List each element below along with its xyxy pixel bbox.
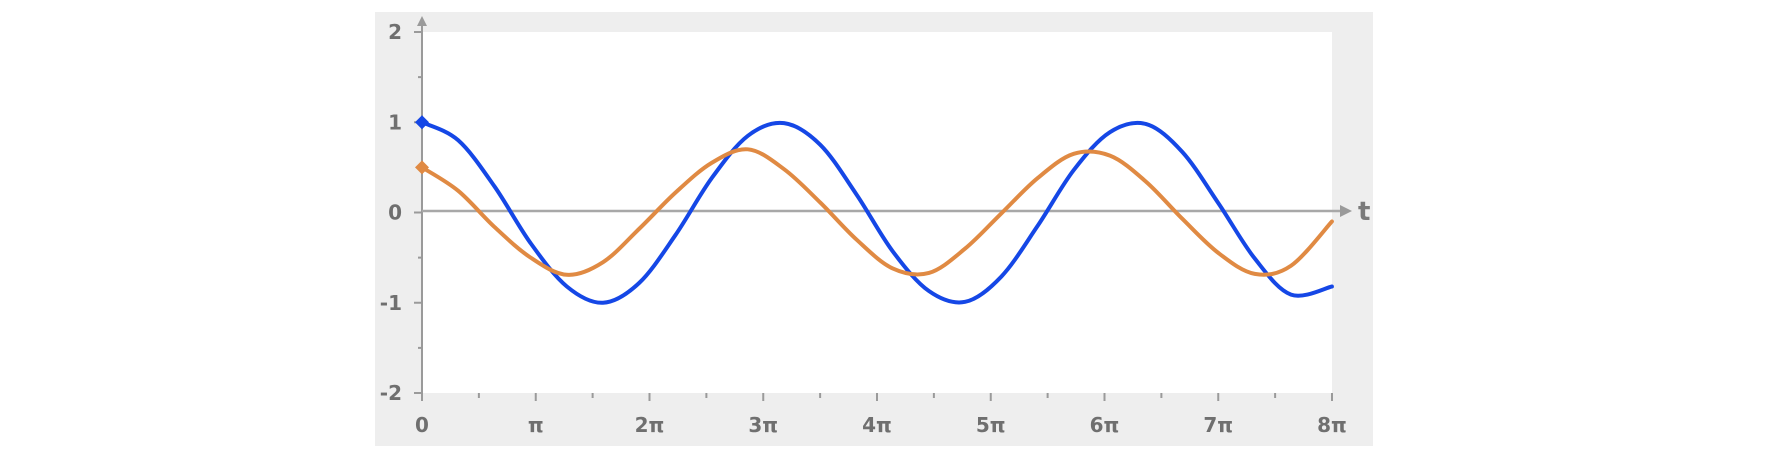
y-tick-label: -1 (380, 291, 402, 315)
x-axis-label: t (1358, 197, 1370, 227)
y-tick-label: -2 (380, 381, 402, 405)
x-tick-label: 3π (748, 413, 778, 437)
y-tick-label: 1 (388, 110, 402, 134)
y-tick-label: 0 (388, 201, 402, 225)
ticks-layer: 2 1 0 -1 -2 0 π 2π 3π 4π 5π 6π 7π 8π (380, 20, 1347, 437)
series-layer (415, 115, 1334, 305)
x-tick-label: 6π (1090, 413, 1120, 437)
plot-area (422, 32, 1332, 393)
x-tick-label: 7π (1203, 413, 1233, 437)
series-0-start-marker (415, 115, 429, 130)
axes-layer: t (417, 16, 1370, 393)
y-tick-label: 2 (388, 20, 402, 44)
x-tick-label: 0 (415, 413, 429, 437)
x-axis-arrowhead (1340, 205, 1352, 217)
y-axis-arrowhead (417, 16, 427, 26)
x-tick-label: 2π (635, 413, 665, 437)
series-1-start-marker (415, 160, 429, 175)
series-1-line (420, 147, 1334, 277)
x-tick-label: 4π (862, 413, 892, 437)
series-0-line (420, 120, 1334, 305)
x-tick-label: π (528, 413, 544, 437)
x-tick-label: 8π (1317, 413, 1347, 437)
x-tick-label: 5π (976, 413, 1006, 437)
